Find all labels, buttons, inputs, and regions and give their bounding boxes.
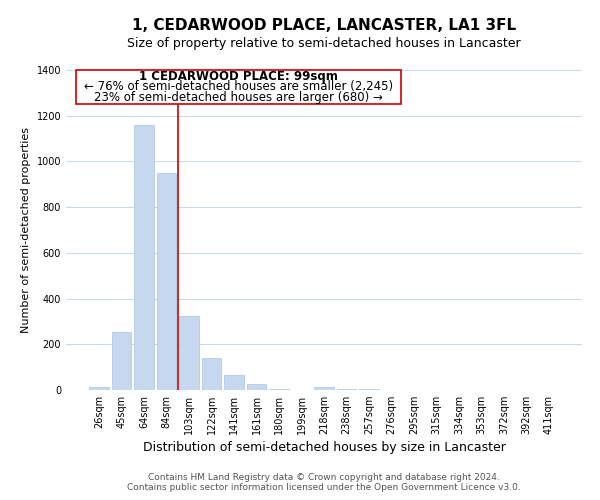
Bar: [179, 316, 199, 390]
Bar: [337, 389, 356, 390]
Text: 23% of semi-detached houses are larger (680) →: 23% of semi-detached houses are larger (…: [94, 91, 383, 104]
FancyBboxPatch shape: [76, 70, 401, 103]
Y-axis label: Number of semi-detached properties: Number of semi-detached properties: [21, 127, 31, 333]
Bar: [359, 389, 379, 390]
Text: ← 76% of semi-detached houses are smaller (2,245): ← 76% of semi-detached houses are smalle…: [84, 80, 394, 94]
Text: 1, CEDARWOOD PLACE, LANCASTER, LA1 3FL: 1, CEDARWOOD PLACE, LANCASTER, LA1 3FL: [132, 18, 516, 32]
Bar: [112, 332, 131, 390]
Bar: [314, 386, 334, 390]
Bar: [247, 384, 266, 390]
Text: 1 CEDARWOOD PLACE: 99sqm: 1 CEDARWOOD PLACE: 99sqm: [139, 70, 338, 82]
Bar: [157, 173, 176, 390]
Bar: [224, 375, 244, 390]
Bar: [269, 389, 289, 390]
Bar: [202, 358, 221, 390]
Text: Contains HM Land Registry data © Crown copyright and database right 2024.: Contains HM Land Registry data © Crown c…: [148, 474, 500, 482]
Text: Contains public sector information licensed under the Open Government Licence v3: Contains public sector information licen…: [127, 484, 521, 492]
X-axis label: Distribution of semi-detached houses by size in Lancaster: Distribution of semi-detached houses by …: [143, 442, 505, 454]
Bar: [134, 125, 154, 390]
Text: Size of property relative to semi-detached houses in Lancaster: Size of property relative to semi-detach…: [127, 38, 521, 51]
Bar: [89, 386, 109, 390]
